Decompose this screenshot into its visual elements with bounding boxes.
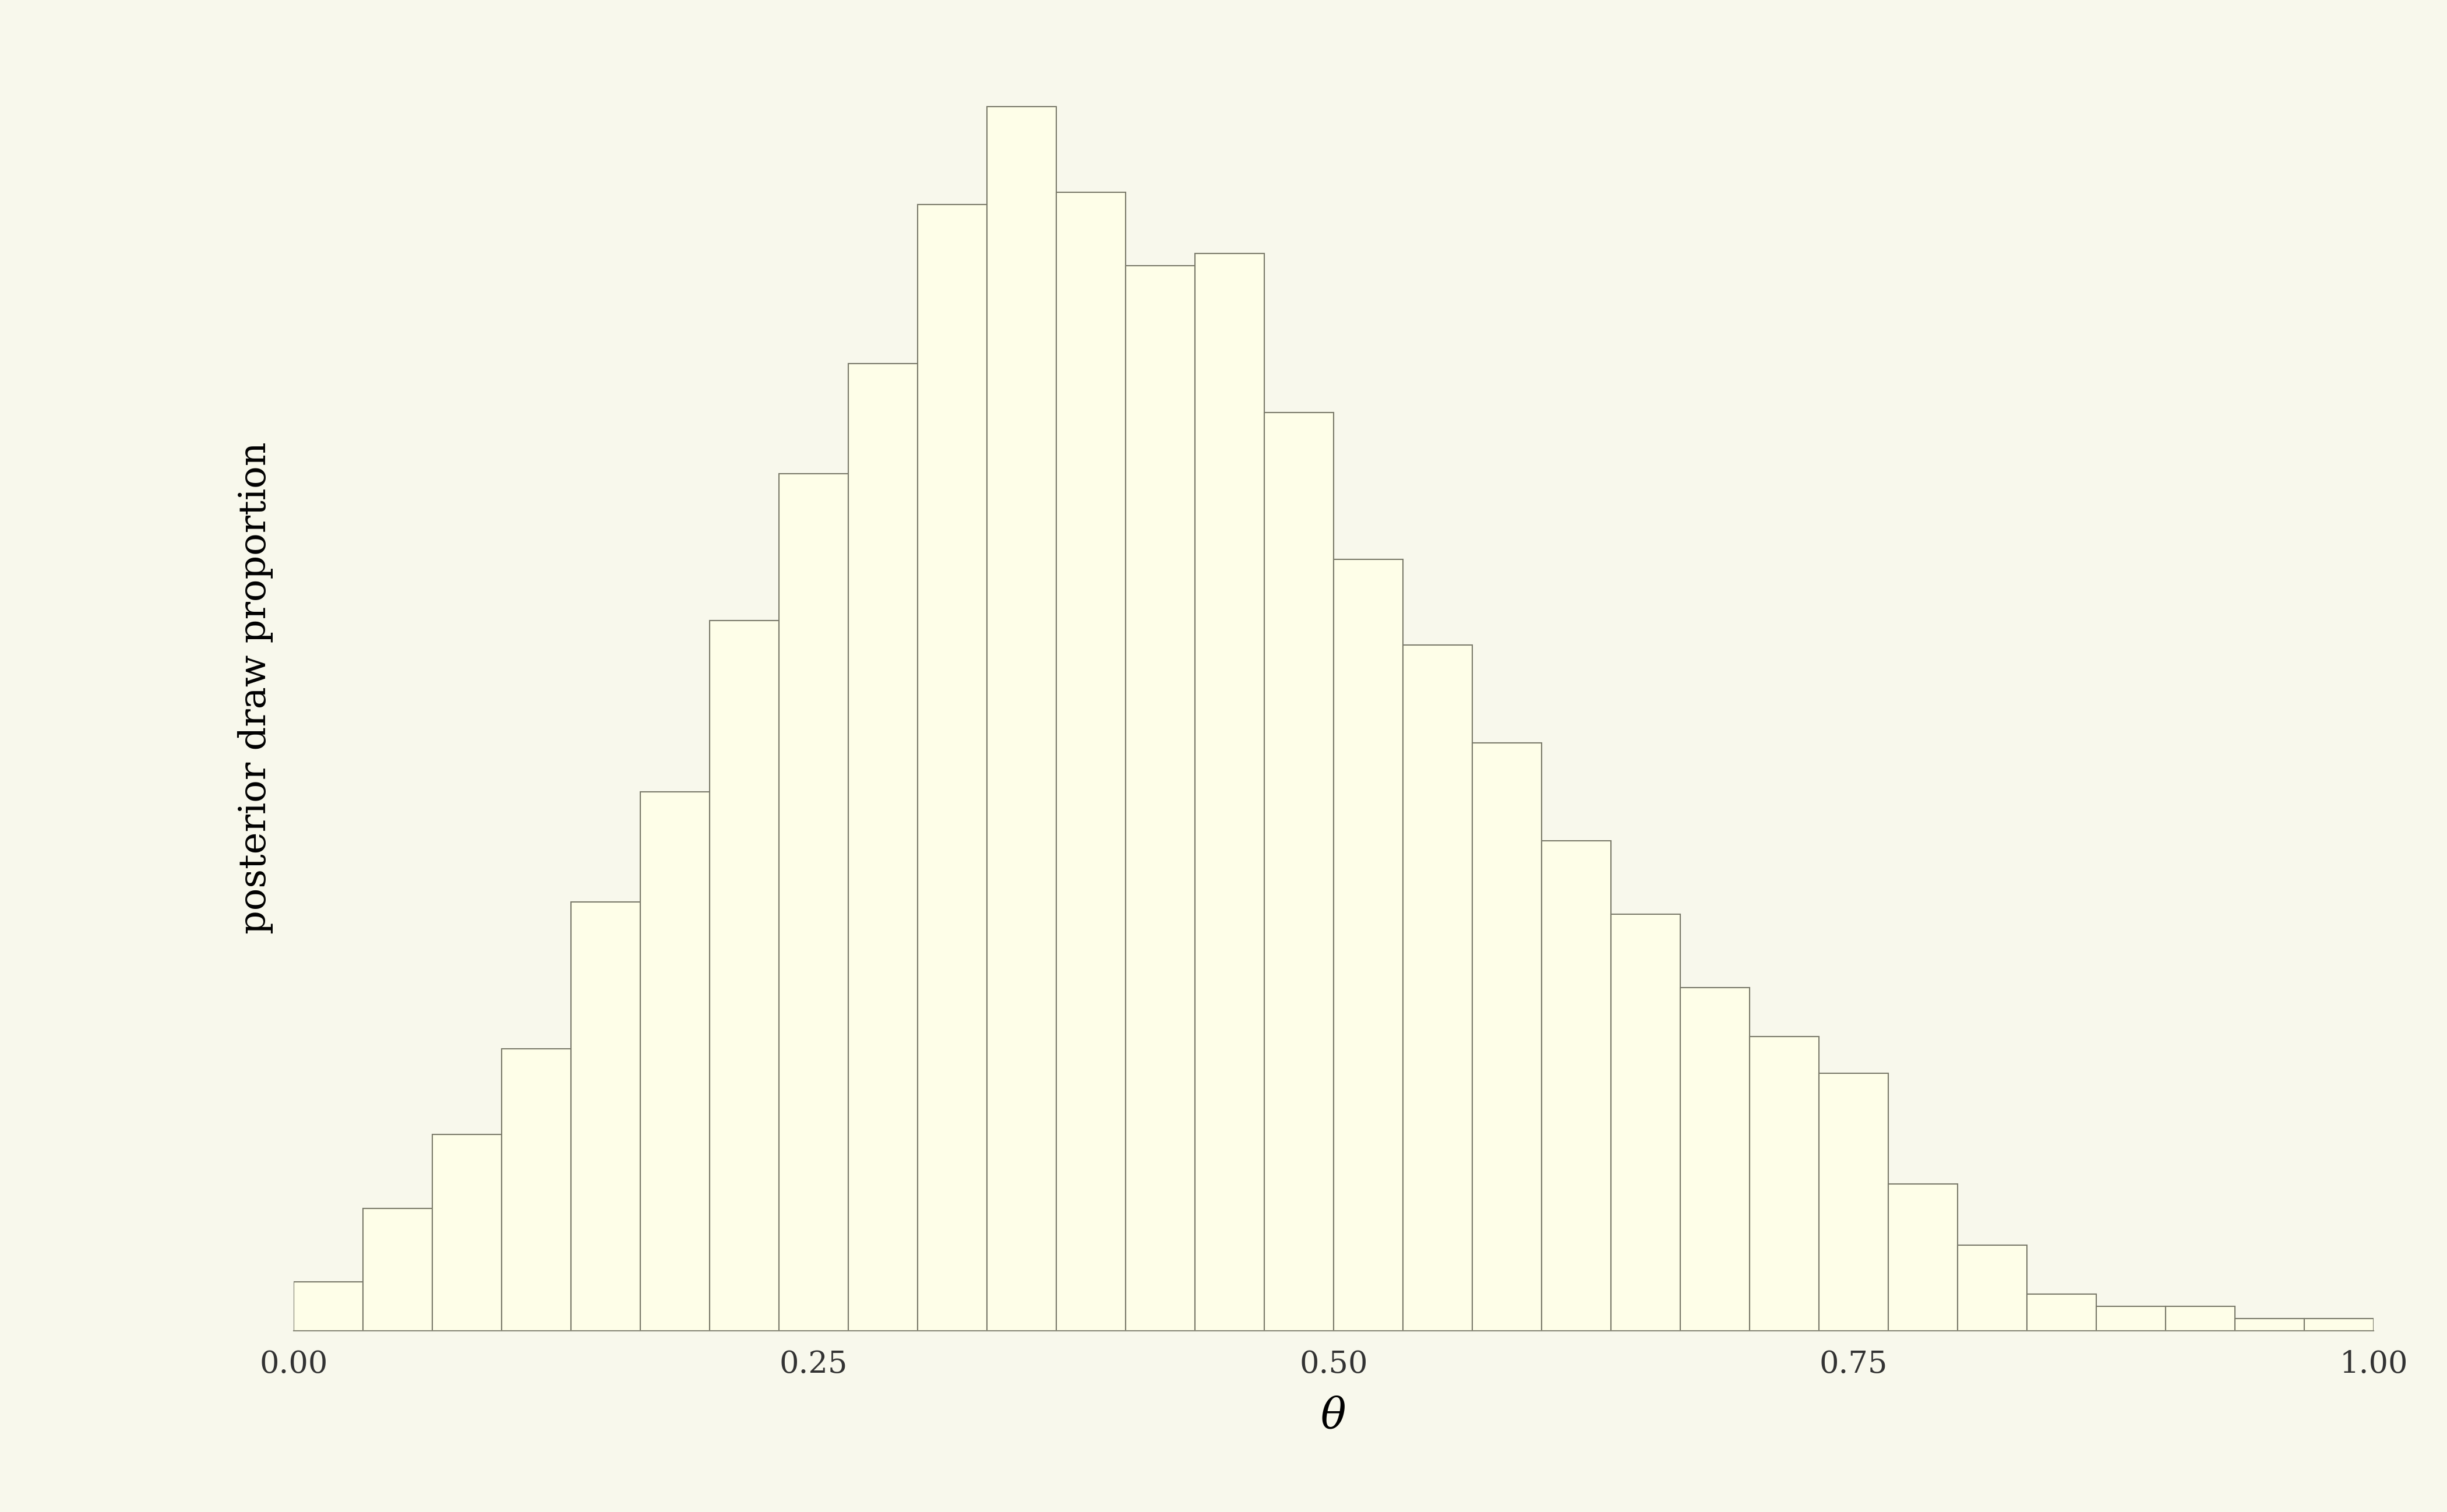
Bar	[1126, 266, 1194, 1331]
Bar	[1473, 742, 1542, 1331]
Bar	[778, 473, 849, 1331]
Bar	[294, 1282, 362, 1331]
Bar	[2234, 1318, 2305, 1331]
Bar	[2305, 1318, 2374, 1331]
Bar	[1194, 254, 1265, 1331]
Bar	[2097, 1306, 2166, 1331]
X-axis label: θ: θ	[1321, 1396, 1346, 1436]
Bar	[2026, 1294, 2097, 1331]
Bar	[1542, 841, 1610, 1331]
Bar	[1402, 646, 1473, 1331]
Bar	[1889, 1184, 1958, 1331]
Bar	[1334, 559, 1402, 1331]
Bar	[570, 903, 641, 1331]
Bar	[641, 792, 710, 1331]
Bar	[1057, 192, 1126, 1331]
Bar	[1265, 413, 1334, 1331]
Bar	[986, 106, 1057, 1331]
Bar	[1958, 1244, 2026, 1331]
Bar	[918, 204, 986, 1331]
Bar	[1750, 1037, 1818, 1331]
Y-axis label: posterior draw proportion: posterior draw proportion	[237, 442, 274, 934]
Bar	[502, 1049, 570, 1331]
Bar	[1610, 915, 1681, 1331]
Bar	[849, 363, 918, 1331]
Bar	[1818, 1074, 1889, 1331]
Bar	[2166, 1306, 2234, 1331]
Bar	[710, 620, 778, 1331]
Bar	[1681, 987, 1750, 1331]
Bar	[433, 1134, 502, 1331]
Bar	[362, 1208, 433, 1331]
